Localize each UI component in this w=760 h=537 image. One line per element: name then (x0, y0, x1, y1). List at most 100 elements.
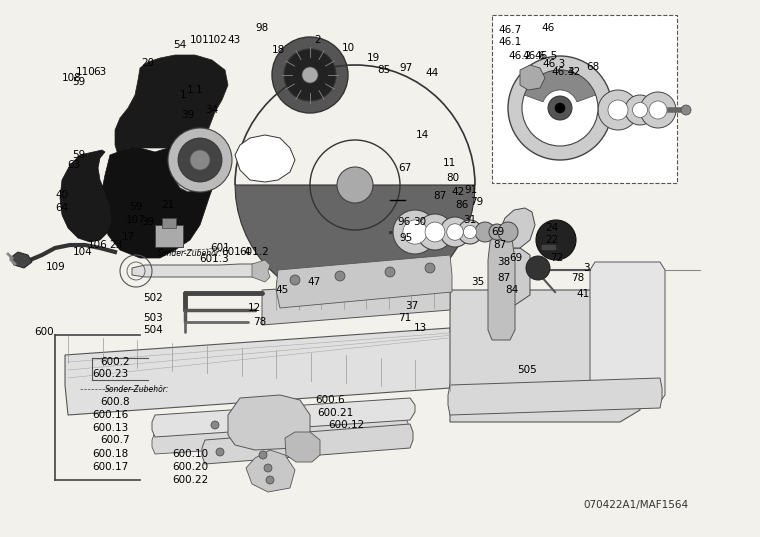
Circle shape (266, 476, 274, 484)
Polygon shape (152, 398, 415, 437)
Text: 600.17: 600.17 (92, 462, 128, 472)
Text: 1.1: 1.1 (187, 85, 204, 95)
Text: 84: 84 (505, 285, 518, 295)
Text: 87: 87 (497, 273, 511, 283)
Text: 63: 63 (68, 160, 81, 170)
Text: 109: 109 (46, 262, 66, 272)
Circle shape (440, 217, 470, 247)
Text: 68: 68 (587, 62, 600, 72)
Text: 601.2: 601.2 (239, 247, 269, 257)
Circle shape (190, 150, 210, 170)
Circle shape (385, 267, 395, 277)
Text: 600: 600 (34, 327, 54, 337)
Circle shape (216, 448, 224, 456)
Text: 54: 54 (173, 40, 187, 50)
Circle shape (302, 67, 318, 83)
Circle shape (425, 222, 445, 242)
Text: 30: 30 (413, 217, 426, 227)
Text: 85: 85 (378, 65, 391, 75)
Circle shape (458, 220, 482, 244)
Text: Sonder-Zubehör:: Sonder-Zubehör: (158, 249, 223, 258)
Text: 3: 3 (583, 263, 589, 273)
Polygon shape (65, 328, 452, 415)
Polygon shape (115, 55, 228, 155)
Polygon shape (276, 255, 452, 308)
Circle shape (625, 95, 655, 125)
Text: 600.23: 600.23 (92, 369, 128, 379)
Text: 38: 38 (497, 257, 511, 267)
Polygon shape (524, 70, 596, 102)
Text: 46.1: 46.1 (499, 37, 521, 47)
Circle shape (548, 96, 572, 120)
Text: 600.7: 600.7 (100, 435, 130, 445)
Polygon shape (262, 278, 450, 325)
Text: 64: 64 (55, 203, 68, 213)
Circle shape (498, 222, 518, 242)
Circle shape (211, 421, 219, 429)
Polygon shape (10, 252, 32, 268)
Text: 40: 40 (55, 190, 68, 200)
Polygon shape (100, 135, 220, 258)
Circle shape (417, 214, 453, 250)
Text: 19: 19 (366, 53, 380, 63)
Text: 87: 87 (493, 240, 507, 250)
Text: 78: 78 (572, 273, 584, 283)
Text: 505: 505 (517, 365, 537, 375)
Text: 1: 1 (179, 90, 186, 100)
Text: 42: 42 (451, 187, 464, 197)
Text: 070422A1/MAF1564: 070422A1/MAF1564 (583, 500, 688, 510)
Circle shape (522, 70, 598, 146)
Polygon shape (132, 264, 260, 277)
Text: 101: 101 (190, 35, 210, 45)
Text: 72: 72 (550, 253, 564, 263)
Text: 503: 503 (143, 313, 163, 323)
Polygon shape (228, 395, 310, 450)
Text: 96: 96 (397, 217, 410, 227)
Circle shape (608, 100, 628, 120)
Text: 600.6: 600.6 (315, 395, 345, 405)
Text: 46.6: 46.6 (522, 51, 546, 61)
Circle shape (649, 101, 667, 119)
Text: 600.20: 600.20 (172, 462, 208, 472)
Text: 107: 107 (126, 215, 146, 225)
Text: 600.8: 600.8 (100, 397, 130, 407)
Bar (155, 225, 183, 247)
Text: 86: 86 (455, 200, 469, 210)
Text: 43: 43 (227, 35, 241, 45)
Text: 47: 47 (307, 277, 321, 287)
Polygon shape (175, 128, 220, 192)
Circle shape (475, 222, 495, 242)
Text: 91: 91 (464, 185, 477, 195)
Circle shape (632, 103, 648, 118)
Text: 2: 2 (315, 35, 321, 45)
Text: 600.2: 600.2 (100, 357, 130, 367)
Text: 10: 10 (341, 43, 355, 53)
Text: 600.22: 600.22 (172, 475, 208, 485)
Text: 600.21: 600.21 (317, 408, 353, 418)
Text: 41: 41 (576, 289, 590, 299)
Polygon shape (285, 432, 320, 462)
Text: 87: 87 (433, 191, 447, 201)
Polygon shape (450, 290, 640, 422)
Circle shape (508, 56, 612, 160)
Text: 108: 108 (62, 73, 82, 83)
Text: 46: 46 (541, 23, 555, 33)
Circle shape (536, 220, 576, 260)
Text: 504: 504 (143, 325, 163, 335)
Text: 23: 23 (109, 240, 122, 250)
Text: 13: 13 (413, 323, 426, 333)
Polygon shape (590, 262, 665, 402)
Text: 69: 69 (509, 253, 523, 263)
Text: 46.3: 46.3 (543, 59, 565, 69)
Text: 71: 71 (398, 313, 412, 323)
Text: 102: 102 (208, 35, 228, 45)
Text: 32: 32 (568, 67, 581, 77)
Text: 106: 106 (88, 240, 108, 250)
Polygon shape (235, 185, 475, 305)
Text: 601.3: 601.3 (199, 254, 229, 264)
Circle shape (403, 220, 427, 244)
Bar (162, 218, 176, 228)
Text: 39: 39 (182, 110, 195, 120)
Text: 12: 12 (247, 303, 261, 313)
Text: 14: 14 (416, 130, 429, 140)
